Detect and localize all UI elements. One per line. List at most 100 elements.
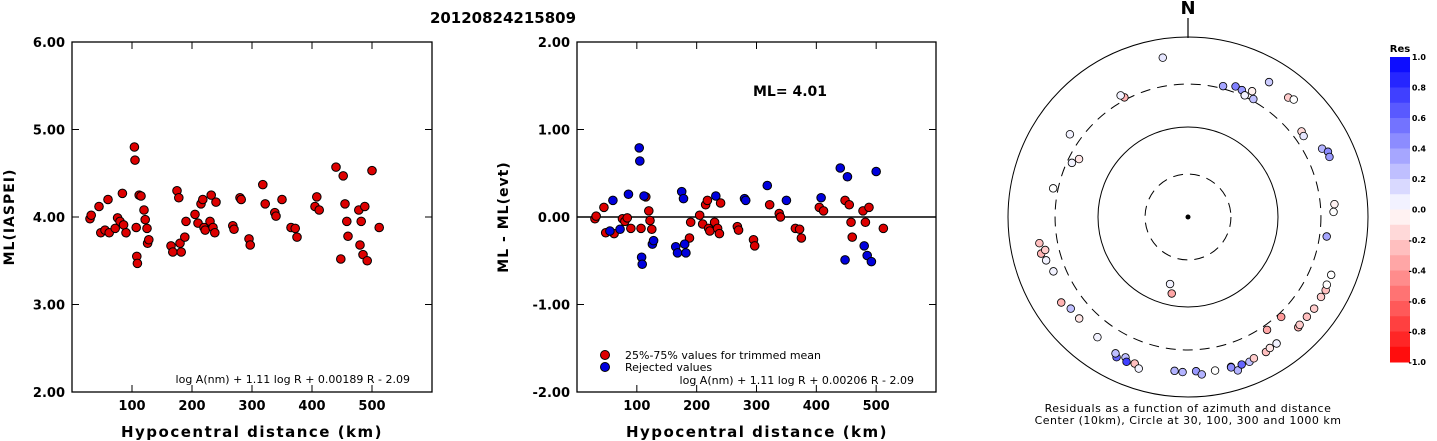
data-point bbox=[635, 156, 645, 166]
data-point bbox=[110, 223, 120, 234]
legend-label-rejected: Rejected values bbox=[625, 361, 712, 374]
data-point bbox=[142, 223, 152, 234]
station-point bbox=[1066, 304, 1075, 313]
legend-label-trimmed: 25%-75% values for trimmed mean bbox=[625, 349, 821, 362]
colorbar-cell bbox=[1390, 331, 1410, 348]
colorbar-tick-label: 0.6 bbox=[1412, 114, 1427, 123]
station-point bbox=[1249, 94, 1258, 104]
station-point bbox=[1302, 312, 1312, 321]
ml-annotation: ML= 4.01 bbox=[753, 84, 827, 100]
x-tick-label: 200 bbox=[178, 399, 205, 414]
colorbar-cell bbox=[1390, 346, 1410, 363]
station-point bbox=[1041, 245, 1050, 255]
y-tick-label: 2.00 bbox=[33, 386, 65, 401]
station-point bbox=[1226, 363, 1236, 372]
station-point bbox=[1326, 270, 1336, 280]
x-tick-label: 300 bbox=[238, 399, 265, 414]
station-point bbox=[1218, 81, 1228, 91]
station-point bbox=[1330, 199, 1339, 209]
north-label: N bbox=[1180, 0, 1195, 19]
magnitude-vs-distance-plot: 2.00 3.00 4.00 5.00 6.00 100 200 300 400 500 Hyp… bbox=[2, 36, 433, 441]
y-tick-label: 0.00 bbox=[538, 211, 570, 226]
data-point bbox=[132, 258, 143, 269]
colorbar-title: Res bbox=[1390, 44, 1410, 55]
data-point bbox=[636, 223, 646, 234]
ring-1000km bbox=[1007, 36, 1369, 398]
station-point bbox=[1299, 131, 1308, 141]
x-tick-label: 300 bbox=[743, 399, 770, 414]
data-point bbox=[277, 194, 287, 205]
caption-line-2: Center (10km), Circle at 30, 100, 300 an… bbox=[1035, 414, 1342, 427]
colorbar-tick-labels: 1.0 0.8 0.6 0.4 0.2 0.0 -0.2 -0.4 -0.6 -0.8 -1.0 bbox=[1409, 53, 1427, 367]
plot-frame bbox=[71, 41, 433, 393]
x-tick-label: 400 bbox=[298, 399, 325, 414]
data-point bbox=[374, 222, 385, 233]
station-point bbox=[1325, 152, 1334, 162]
y-tick-label: 4.00 bbox=[33, 211, 65, 226]
data-point bbox=[236, 194, 246, 205]
data-point bbox=[685, 217, 696, 228]
data-point bbox=[103, 194, 113, 205]
colorbar: Res 1.0 0.8 0.6 0.4 0.2 0.0 -0.2 -0.4 -0.6 -0.8 -1… bbox=[1390, 44, 1427, 367]
data-point bbox=[733, 225, 744, 235]
data-point bbox=[878, 223, 889, 234]
colorbar-tick-label: 0.2 bbox=[1412, 175, 1426, 184]
data-point bbox=[714, 228, 725, 239]
figure-title: 20120824215809 bbox=[430, 9, 576, 27]
data-point bbox=[198, 194, 208, 205]
colorbar-cell bbox=[1390, 270, 1410, 287]
data-point bbox=[818, 206, 829, 216]
station-point bbox=[1329, 207, 1338, 217]
data-point bbox=[646, 224, 657, 235]
station-point bbox=[1122, 357, 1131, 367]
legend: 25%-75% values for trimmed mean Rejected… bbox=[600, 349, 821, 374]
data-point bbox=[694, 210, 705, 221]
data-point bbox=[796, 233, 807, 243]
data-point bbox=[622, 213, 633, 223]
data-point bbox=[94, 201, 104, 212]
colorbar-tick-label: -0.8 bbox=[1409, 328, 1427, 337]
data-point bbox=[648, 235, 659, 246]
station-points bbox=[1035, 53, 1339, 379]
data-point bbox=[290, 223, 301, 234]
data-point bbox=[844, 199, 855, 210]
ring-300km bbox=[1054, 83, 1322, 351]
ring-100km bbox=[1097, 126, 1279, 308]
station-point bbox=[1272, 339, 1281, 348]
colorbar-cell bbox=[1390, 179, 1410, 195]
data-point bbox=[740, 195, 751, 206]
data-point bbox=[637, 259, 648, 270]
data-points bbox=[590, 143, 889, 270]
y-axis-label: ML(IASPEI) bbox=[2, 169, 18, 266]
y-tick-label: -2.00 bbox=[533, 386, 570, 401]
data-point bbox=[871, 166, 881, 177]
data-point bbox=[835, 163, 846, 173]
station-point bbox=[1074, 154, 1084, 164]
data-point bbox=[129, 142, 140, 152]
data-point bbox=[672, 248, 683, 258]
data-point bbox=[168, 247, 178, 257]
data-point bbox=[644, 206, 654, 216]
data-point bbox=[715, 198, 726, 208]
station-point bbox=[1134, 364, 1143, 373]
data-point bbox=[331, 162, 341, 172]
formula-text: log A(nm) + 1.11 log R + 0.00189 R - 2.0… bbox=[176, 373, 410, 386]
y-axis-ticks: 2.00 3.00 4.00 5.00 6.00 bbox=[33, 36, 432, 401]
data-point bbox=[245, 240, 255, 250]
data-point bbox=[342, 216, 352, 227]
x-axis-ticks: 100 200 300 400 500 bbox=[118, 42, 386, 414]
y-axis-label: ML - ML(evt) bbox=[496, 161, 512, 272]
colorbar-tick-label: 0.0 bbox=[1412, 206, 1427, 215]
station-point bbox=[1116, 91, 1125, 100]
data-point bbox=[355, 240, 365, 250]
ring-30km bbox=[1144, 173, 1232, 261]
station-point bbox=[1093, 332, 1102, 342]
data-point bbox=[615, 224, 625, 235]
colorbar-cell bbox=[1390, 148, 1410, 165]
colorbar-cell bbox=[1390, 224, 1410, 241]
colorbar-cell bbox=[1390, 118, 1410, 134]
station-point bbox=[1309, 304, 1319, 313]
data-point bbox=[749, 241, 760, 251]
station-point bbox=[1049, 267, 1058, 276]
data-point bbox=[340, 199, 350, 209]
